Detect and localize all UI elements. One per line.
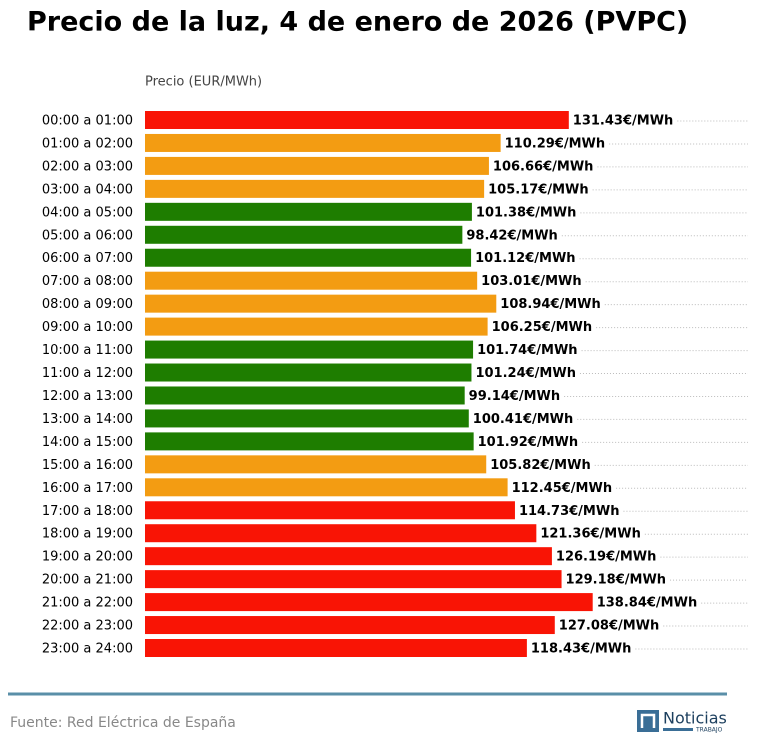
value-label: 99.14€/MWh xyxy=(469,389,560,404)
value-label: 126.19€/MWh xyxy=(556,550,657,565)
bar xyxy=(145,317,488,336)
y-tick-label: 14:00 a 15:00 xyxy=(42,435,133,450)
y-tick-label: 01:00 a 02:00 xyxy=(42,136,133,151)
value-label: 129.18€/MWh xyxy=(566,573,667,588)
y-tick-label: 10:00 a 11:00 xyxy=(42,343,133,358)
value-label: 127.08€/MWh xyxy=(559,619,660,634)
bar xyxy=(145,202,472,221)
logo-text: Noticias xyxy=(663,709,727,728)
value-label: 110.29€/MWh xyxy=(505,136,605,151)
logo-bar xyxy=(663,728,693,731)
source: Fuente: Red Eléctrica de España xyxy=(10,715,236,731)
bar xyxy=(145,524,537,543)
y-tick-label: 17:00 a 18:00 xyxy=(42,504,133,519)
y-tick-label: 06:00 a 07:00 xyxy=(42,251,133,266)
value-label: 112.45€/MWh xyxy=(512,481,613,496)
chart-title: Precio de la luz, 4 de enero de 2026 (PV… xyxy=(27,7,688,38)
y-tick-label: 15:00 a 16:00 xyxy=(42,458,133,473)
value-label: 106.66€/MWh xyxy=(493,159,594,174)
y-tick-label: 18:00 a 19:00 xyxy=(42,527,133,542)
bar xyxy=(145,225,463,244)
y-tick-label: 16:00 a 17:00 xyxy=(42,481,133,496)
logo-glyph xyxy=(640,713,656,728)
y-tick-label: 19:00 a 20:00 xyxy=(42,550,133,565)
value-label: 138.84€/MWh xyxy=(597,596,698,611)
bar xyxy=(145,547,552,566)
value-label: 101.92€/MWh xyxy=(478,435,579,450)
value-label: 101.12€/MWh xyxy=(475,251,575,266)
bar xyxy=(145,501,515,520)
bar xyxy=(145,593,593,612)
bar xyxy=(145,386,465,405)
y-tick-label: 09:00 a 10:00 xyxy=(42,320,133,335)
plot: 00:00 a 01:00 131.43€/MWh 01:00 a 02:00 110… xyxy=(42,111,748,657)
logo-icon xyxy=(637,710,659,732)
value-label: 101.24€/MWh xyxy=(475,366,575,381)
bar xyxy=(145,111,569,129)
value-label: 105.82€/MWh xyxy=(490,458,591,473)
value-label: 118.43€/MWh xyxy=(531,642,632,657)
bar xyxy=(145,340,474,359)
value-label: 108.94€/MWh xyxy=(500,297,601,312)
y-tick-label: 23:00 a 24:00 xyxy=(42,642,133,657)
logo-sub: TRABAJO xyxy=(695,727,723,734)
bar xyxy=(145,156,489,175)
value-label: 101.74€/MWh xyxy=(477,343,577,358)
bar xyxy=(145,363,472,382)
value-label: 98.42€/MWh xyxy=(466,228,557,243)
bar xyxy=(145,455,487,474)
y-tick-label: 07:00 a 08:00 xyxy=(42,274,133,289)
value-label: 106.25€/MWh xyxy=(492,320,593,335)
value-label: 103.01€/MWh xyxy=(481,274,581,289)
bar xyxy=(145,616,555,635)
bar xyxy=(145,294,497,313)
bar xyxy=(145,133,501,152)
bar xyxy=(145,271,478,290)
bar xyxy=(145,639,527,657)
bar xyxy=(145,570,562,589)
bar xyxy=(145,478,508,497)
value-label: 100.41€/MWh xyxy=(473,412,574,427)
y-tick-label: 03:00 a 04:00 xyxy=(42,182,133,197)
bar xyxy=(145,432,474,451)
value-label: 114.73€/MWh xyxy=(519,504,620,519)
y-tick-label: 20:00 a 21:00 xyxy=(42,573,133,588)
bar xyxy=(145,409,469,428)
y-tick-label: 13:00 a 14:00 xyxy=(42,412,133,427)
value-label: 105.17€/MWh xyxy=(488,182,589,197)
value-label: 101.38€/MWh xyxy=(476,205,577,220)
bar xyxy=(145,248,472,267)
y-tick-label: 05:00 a 06:00 xyxy=(42,228,133,243)
y-tick-label: 00:00 a 01:00 xyxy=(42,114,133,129)
y-tick-label: 12:00 a 13:00 xyxy=(42,389,133,404)
value-label: 121.36€/MWh xyxy=(540,527,641,542)
y-tick-label: 11:00 a 12:00 xyxy=(42,366,133,381)
y-tick-label: 08:00 a 09:00 xyxy=(42,297,133,312)
y-tick-label: 21:00 a 22:00 xyxy=(42,596,133,611)
bar xyxy=(145,179,485,198)
y-tick-label: 02:00 a 03:00 xyxy=(42,159,133,174)
y-tick-label: 22:00 a 23:00 xyxy=(42,619,133,634)
value-label: 131.43€/MWh xyxy=(573,114,674,129)
y-tick-label: 04:00 a 05:00 xyxy=(42,205,133,220)
axis-label: Precio (EUR/MWh) xyxy=(145,75,262,90)
